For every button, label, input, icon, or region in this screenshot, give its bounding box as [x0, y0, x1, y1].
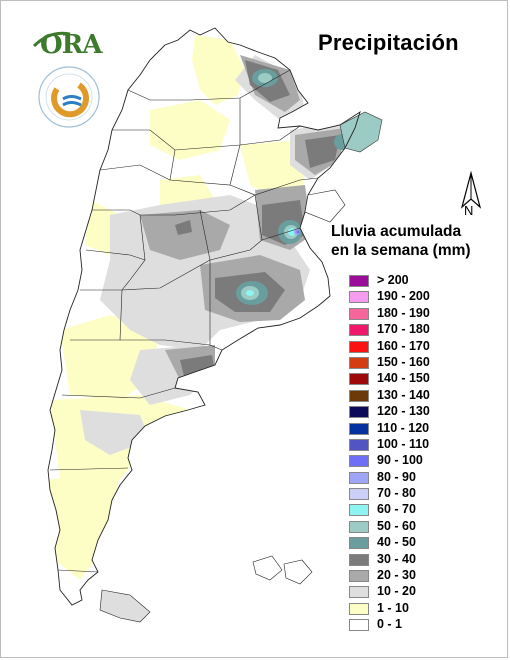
- province-borders: [47, 27, 361, 606]
- legend-swatch: [349, 340, 369, 353]
- legend-swatch: [349, 422, 369, 435]
- north-label: N: [464, 203, 474, 218]
- legend-swatch: [349, 586, 369, 599]
- institute-logo-icon: [38, 66, 100, 128]
- legend-label: 20 - 30: [377, 568, 416, 583]
- legend-label: 90 - 100: [377, 453, 423, 468]
- legend-swatch: [349, 570, 369, 583]
- legend-swatch: [349, 406, 369, 419]
- legend-label: 80 - 90: [377, 469, 416, 484]
- legend-label: 1 - 10: [377, 600, 409, 615]
- legend-label: > 200: [377, 273, 409, 287]
- legend-swatch: [349, 307, 369, 320]
- malvinas-islands: [252, 555, 313, 585]
- legend-label: 0 - 1: [377, 617, 403, 632]
- legend-swatch: [349, 291, 369, 304]
- legend-label: 170 - 180: [377, 322, 430, 337]
- legend-swatch: [349, 602, 369, 615]
- legend-label: 60 - 70: [377, 502, 416, 517]
- legend-label: 130 - 140: [377, 387, 430, 402]
- map-title: Precipitación: [318, 30, 459, 55]
- legend-label: 190 - 200: [377, 289, 430, 304]
- tierra-del-fuego: [99, 589, 151, 623]
- legend-label: 100 - 110: [377, 436, 430, 451]
- rainfall-fields: [48, 35, 350, 580]
- legend-swatch: [349, 389, 369, 402]
- legend-label: 150 - 160: [377, 354, 430, 369]
- uruguay-outline: [304, 189, 346, 223]
- legend-swatch: [349, 504, 369, 517]
- legend-label: 10 - 20: [377, 584, 416, 599]
- legend-swatch: [349, 324, 369, 337]
- legend-title-line2: en la semana (mm): [331, 242, 471, 259]
- legend-swatch: [349, 553, 369, 566]
- legend-label: 30 - 40: [377, 551, 416, 566]
- legend-label: 160 - 170: [377, 338, 430, 353]
- legend-label: 180 - 190: [377, 305, 430, 320]
- legend-swatch: [349, 356, 369, 369]
- ora-swoosh-icon: [32, 31, 71, 48]
- legend-label: 40 - 50: [377, 535, 416, 550]
- ora-logo: ORA: [40, 30, 102, 60]
- legend-swatch: [349, 438, 369, 451]
- legend-swatch: [349, 537, 369, 550]
- legend-label: 120 - 130: [377, 404, 430, 419]
- north-arrow-icon: [460, 170, 482, 209]
- legend-swatch: [349, 471, 369, 484]
- legend-swatch: [349, 373, 369, 386]
- legend-swatch: [349, 619, 369, 632]
- legend-swatch: [349, 520, 369, 533]
- legend-label: 50 - 60: [377, 518, 416, 533]
- legend-label: 140 - 150: [377, 371, 430, 386]
- legend-title: Lluvia acumulada en la semana (mm): [331, 222, 471, 260]
- legend-swatch: [349, 488, 369, 501]
- legend-label: 110 - 120: [377, 420, 430, 435]
- legend-title-line1: Lluvia acumulada: [331, 223, 462, 240]
- legend-swatch: [349, 275, 369, 287]
- legend-label: 70 - 80: [377, 486, 416, 501]
- legend-swatch: [349, 455, 369, 468]
